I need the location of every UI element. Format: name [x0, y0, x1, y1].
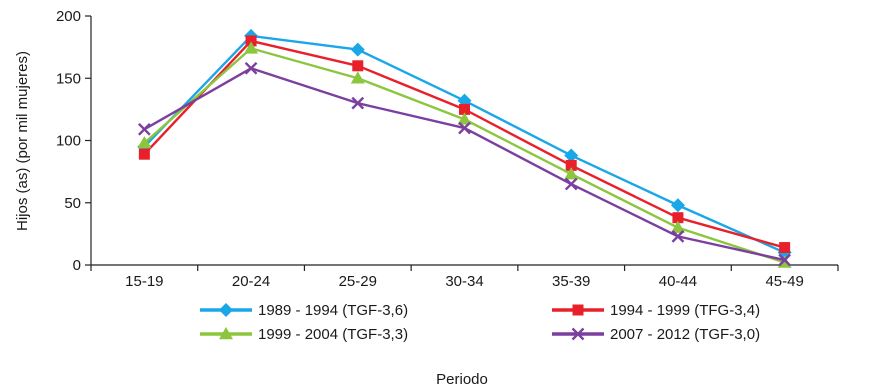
x-tick-label: 15-19 [125, 273, 163, 290]
series-3 [137, 41, 792, 268]
x-marker-stroke [564, 177, 578, 191]
data-point [351, 96, 365, 110]
y-tick-label: 200 [56, 8, 81, 25]
y-tick-label: 0 [73, 257, 81, 274]
data-point [565, 159, 577, 171]
data-point [137, 135, 152, 149]
y-tick-label: 50 [64, 195, 81, 212]
x-marker-stroke [351, 96, 365, 110]
x-tick-label: 30-34 [445, 273, 483, 290]
data-point [564, 177, 578, 191]
legend-swatch-marker [219, 327, 233, 340]
data-point [672, 212, 684, 224]
data-point [779, 242, 791, 254]
data-point [244, 61, 258, 75]
data-point [458, 121, 471, 135]
series-4 [138, 61, 791, 267]
x-marker-stroke [571, 327, 585, 341]
legend-label: 1994 - 1999 (TFG-3,4) [610, 302, 760, 319]
data-point [350, 42, 365, 57]
legend-label: 1999 - 2004 (TGF-3,3) [258, 326, 408, 343]
data-point [350, 71, 365, 84]
data-point [778, 253, 791, 267]
legend-item-2: 1994 - 1999 (TFG-3,4) [552, 302, 760, 319]
legend-item-4: 2007 - 2012 (TGF-3,0) [552, 326, 760, 343]
data-point [245, 35, 257, 47]
legend-swatch-marker [571, 327, 585, 341]
data-point [671, 230, 685, 243]
legend-swatch-marker [572, 304, 584, 316]
legend-item-1: 1989 - 1994 (TGF-3,6) [200, 302, 408, 319]
x-marker-stroke [244, 61, 258, 75]
series-2 [138, 35, 791, 254]
x-axis-title: Periodo [436, 371, 488, 388]
series-line [143, 47, 786, 264]
x-tick-label: 25-29 [339, 273, 377, 290]
x-marker-stroke [778, 253, 791, 267]
legend-label: 1989 - 1994 (TGF-3,6) [258, 302, 408, 319]
data-point [138, 122, 151, 136]
x-marker-stroke [671, 230, 685, 243]
x-tick-label: 40-44 [659, 273, 697, 290]
data-point [457, 112, 472, 125]
legend-swatch-marker [219, 303, 233, 317]
data-point [352, 60, 364, 72]
y-tick-label: 150 [56, 70, 81, 87]
data-point [138, 148, 150, 160]
x-marker-stroke [138, 122, 151, 136]
data-point [564, 167, 579, 180]
legend-label: 2007 - 2012 (TGF-3,0) [610, 326, 760, 343]
x-marker-stroke [458, 121, 471, 135]
x-tick-label: 20-24 [232, 273, 270, 290]
data-point [459, 103, 470, 115]
y-axis-title: Hijos (as) (por mil mujeres) [14, 51, 31, 231]
data-point [564, 148, 579, 163]
y-tick-label: 100 [56, 133, 81, 150]
x-tick-label: 45-49 [765, 273, 803, 290]
data-point [670, 198, 685, 213]
series-line [143, 39, 785, 249]
x-tick-label: 35-39 [552, 273, 590, 290]
legend-item-3: 1999 - 2004 (TGF-3,3) [200, 326, 408, 343]
data-point [670, 220, 685, 233]
data-point [244, 41, 259, 54]
